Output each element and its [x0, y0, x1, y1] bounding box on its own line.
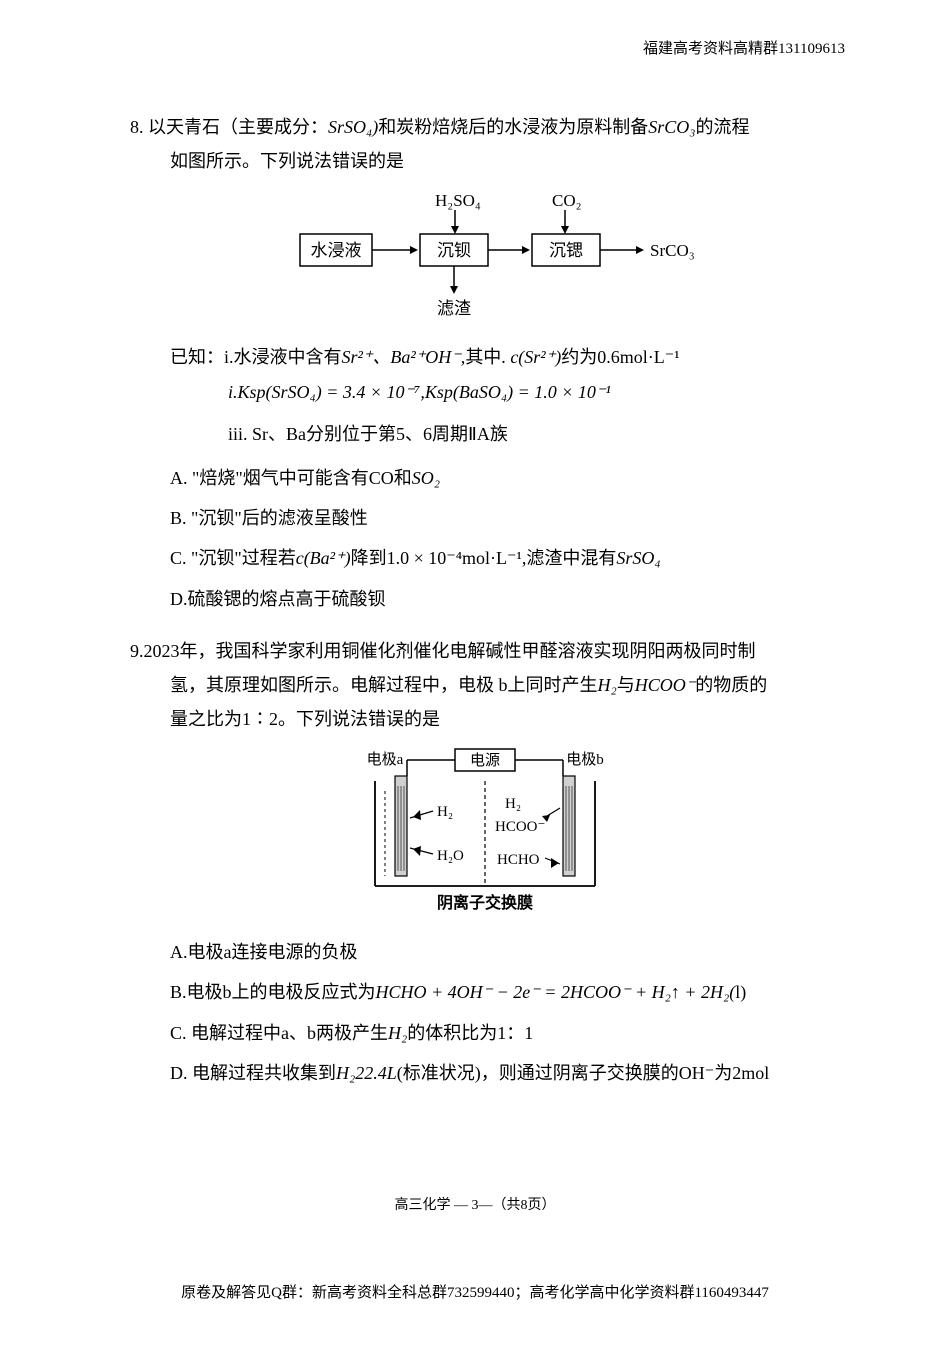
q8-stem: 8. 以天青石（主要成分：SrSO₄)和炭粉焙烧后的水浸液为原料制备SrCO₃的… [130, 110, 840, 144]
left-h2: H₂ [437, 804, 453, 820]
given-i-b: Sr²⁺、Ba²⁺OH⁻, [342, 347, 466, 367]
given-line-1: 已知：i.水浸液中含有Sr²⁺、Ba²⁺OH⁻,其中. c(Sr²⁺)约为0.6… [170, 340, 840, 374]
opt-a-text: A. "焙烧"烟气中可能含有CO和 [170, 468, 412, 488]
q9-stem-3: 量之比为1∶2。下列说法错误的是 [170, 702, 840, 736]
right-hcho: HCHO [497, 852, 540, 868]
q9-text-f: 的物质的 [695, 675, 767, 695]
q8-text-a: 以天青石（主要成分： [148, 117, 328, 137]
arrowhead-1 [451, 226, 459, 234]
q9-diagram: 电极a 电源 电极b [130, 746, 840, 921]
q8-given: 已知：i.水浸液中含有Sr²⁺、Ba²⁺OH⁻,其中. c(Sr²⁺)约为0.6… [170, 340, 840, 451]
q9-text-d: 与 [617, 675, 635, 695]
output-text: SrCO₃ [650, 241, 695, 260]
q9-text-b: 氢，其原理如图所示。电解过程中，电极 b上同时产生 [170, 675, 598, 695]
given-i-a: i.水浸液中含有 [224, 347, 342, 367]
opt-b-c: l) [735, 982, 746, 1002]
opt-c-b: c(Ba²⁺) [296, 548, 351, 568]
q9-option-d: D. 电解过程共收集到H₂22.4L(标准状况)，则通过阴离子交换膜的OH⁻为2… [170, 1056, 840, 1090]
opt-c-a: C. "沉钡"过程若 [170, 548, 296, 568]
page-footer: 高三化学 — 3—（共8页） [0, 1193, 950, 1220]
given-i-f: 0.6mol·L⁻¹ [597, 347, 679, 367]
q8-stem-cont: 如图所示。下列说法错误的是 [130, 144, 840, 178]
label-co2: CO₂ [552, 191, 582, 210]
electrode-b-label: 电极b [566, 751, 604, 768]
q9-text-a: 2023年，我国科学家利用铜催化剂催化电解碱性甲醛溶液实现阴阳两极同时制 [144, 641, 756, 661]
opt-c-f: SrSO₄ [616, 548, 660, 568]
q9-stem-2: 氢，其原理如图所示。电解过程中，电极 b上同时产生H₂与HCOO⁻的物质的 [170, 668, 840, 702]
given-i-c: 其中. [465, 347, 506, 367]
bottom-note: 原卷及解答见Q群：新高考资料全科总群732599440；高考化学高中化学资料群1… [0, 1279, 950, 1308]
header-group-info: 福建高考资料高精群131109613 [643, 35, 845, 64]
arrowhead-h2 [522, 246, 530, 254]
given-line-3: iii. Sr、Ba分别位于第5、6周期ⅡA族 [228, 417, 840, 451]
q8-option-d: D.硫酸锶的熔点高于硫酸钡 [170, 582, 840, 616]
box-2-text: 沉钡 [437, 241, 471, 260]
power-text: 电源 [470, 752, 500, 769]
left-h2o: H₂O [437, 848, 464, 864]
right-h2: H₂ [505, 796, 521, 812]
q9-options: A.电极a连接电源的负极 B.电极b上的电极反应式为HCHO + 4OH⁻ − … [170, 935, 840, 1090]
q9-h2: H₂ [598, 675, 617, 695]
q9-number: 9. [130, 641, 144, 661]
electrode-a-label: 电极a [367, 751, 404, 768]
electrolysis-svg: 电极a 电源 电极b [335, 746, 635, 921]
opt-c-a9: C. 电解过程中a、b两极产生 [170, 1023, 388, 1043]
flowchart-svg: H₂SO₄ CO₂ 水浸液 沉钡 沉锶 [260, 188, 710, 328]
opt-a-formula: SO₂ [412, 468, 440, 488]
opt-d-c: (标准状况)，则通过阴离子交换膜的OH⁻为2mol [397, 1063, 770, 1083]
opt-b-a: B.电极b上的电极反应式为 [170, 982, 376, 1002]
q9-option-c: C. 电解过程中a、b两极产生H₂的体积比为1：1 [170, 1016, 840, 1050]
q8-text-b: 和炭粉焙烧后的水浸液为原料制备 [378, 117, 648, 137]
q8-formula-1: SrSO₄) [328, 117, 378, 137]
arrowhead-h1 [410, 246, 418, 254]
given-label: 已知： [170, 347, 224, 367]
question-8: 8. 以天青石（主要成分：SrSO₄)和炭粉焙烧后的水浸液为原料制备SrCO₃的… [130, 110, 840, 616]
given-ii: i.Ksp(SrSO₄) = 3.4 × 10⁻⁷,Ksp(BaSO₄) = 1… [228, 382, 611, 402]
right-hcoo: HCOO⁻ [495, 819, 545, 835]
opt-b-b: HCHO + 4OH⁻ − 2e⁻ = 2HCOO⁻ + H₂↑ + 2H₂( [376, 982, 736, 1002]
opt-c-d: 1.0 × 10⁻⁴mol·L⁻¹, [387, 548, 527, 568]
question-9: 9.2023年，我国科学家利用铜催化剂催化电解碱性甲醛溶液实现阴阳两极同时制 氢… [130, 634, 840, 1090]
opt-c-c9: 的体积比为1：1 [407, 1023, 533, 1043]
given-i-d: c(Sr²⁺) [510, 347, 561, 367]
q8-number: 8. [130, 117, 144, 137]
arrowhead-h3 [636, 246, 644, 254]
q8-options: A. "焙烧"烟气中可能含有CO和SO₂ B. "沉钡"后的滤液呈酸性 C. "… [170, 461, 840, 616]
q8-option-b: B. "沉钡"后的滤液呈酸性 [170, 501, 840, 535]
opt-d-b: H₂22.4L [336, 1063, 397, 1083]
q8-option-a: A. "焙烧"烟气中可能含有CO和SO₂ [170, 461, 840, 495]
opt-c-c: 降到 [351, 548, 387, 568]
q9-option-b: B.电极b上的电极反应式为HCHO + 4OH⁻ − 2e⁻ = 2HCOO⁻ … [170, 975, 840, 1009]
box-3-text: 沉锶 [549, 241, 583, 260]
opt-c-b9: H₂ [388, 1023, 407, 1043]
q9-stem-1: 9.2023年，我国科学家利用铜催化剂催化电解碱性甲醛溶液实现阴阳两极同时制 [130, 634, 840, 668]
membrane-label: 阴离子交换膜 [437, 893, 533, 912]
label-h2so4: H₂SO₄ [435, 191, 481, 210]
bottom-text: 滤渣 [437, 299, 471, 318]
q9-option-a: A.电极a连接电源的负极 [170, 935, 840, 969]
page-content: 8. 以天青石（主要成分：SrSO₄)和炭粉焙烧后的水浸液为原料制备SrCO₃的… [130, 110, 840, 1090]
given-line-2: i.Ksp(SrSO₄) = 3.4 × 10⁻⁷,Ksp(BaSO₄) = 1… [228, 375, 840, 409]
opt-d-a: D. 电解过程共收集到 [170, 1063, 336, 1083]
arrowhead-d3 [450, 286, 458, 294]
arrowhead-2 [561, 226, 569, 234]
box-1-text: 水浸液 [311, 241, 362, 260]
opt-c-e: 滤渣中混有 [526, 548, 616, 568]
q8-option-c: C. "沉钡"过程若c(Ba²⁺)降到1.0 × 10⁻⁴mol·L⁻¹,滤渣中… [170, 541, 840, 575]
given-i-e: 约为 [561, 347, 597, 367]
q8-formula-2: SrCO₃ [648, 117, 695, 137]
q8-text-c: 的流程 [696, 117, 750, 137]
q9-hcoo: HCOO⁻ [635, 675, 696, 695]
q8-flowchart: H₂SO₄ CO₂ 水浸液 沉钡 沉锶 [130, 188, 840, 328]
